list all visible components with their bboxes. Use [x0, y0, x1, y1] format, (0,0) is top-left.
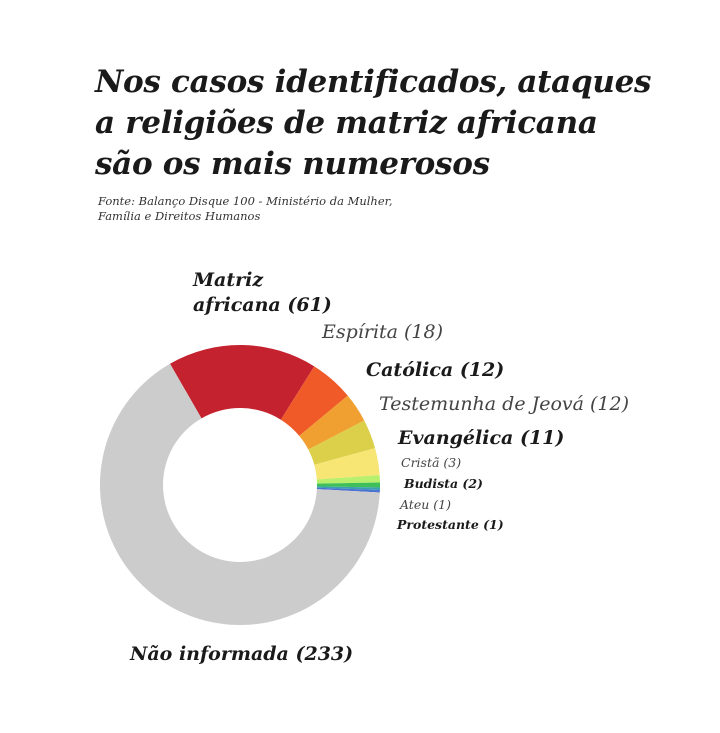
source-note: Fonte: Balanço Disque 100 - Ministério d… [98, 194, 393, 223]
slice-protestante [316, 487, 380, 493]
slice-testemunha-de-jeova [308, 420, 376, 465]
slice-crista [316, 475, 380, 484]
label-catolica: Católica (12) [366, 359, 505, 381]
slice-matriz-africana [170, 345, 315, 420]
slice-budista [316, 482, 380, 488]
label-protestante: Protestante (1) [397, 517, 504, 532]
label-espirita: Espírita (18) [322, 321, 444, 343]
slice-evangelica [314, 448, 380, 480]
label-evangelica: Evangélica (11) [398, 427, 565, 449]
slice-nao-informada [100, 363, 380, 626]
label-nao-informada: Não informada (233) [130, 643, 354, 665]
label-matriz-line2: africana (61) [193, 294, 332, 316]
label-budista: Budista (2) [404, 476, 483, 491]
label-matriz-africana: Matriz africana (61) [193, 268, 332, 318]
label-crista: Cristã (3) [401, 455, 462, 470]
slice-espirita [280, 366, 348, 436]
label-matriz-line1: Matriz [193, 269, 264, 291]
slice-ateu [316, 486, 380, 490]
label-ateu: Ateu (1) [400, 497, 451, 512]
slice-catolica [299, 395, 365, 450]
label-testemunha: Testemunha de Jeová (12) [379, 393, 630, 415]
chart-title: Nos casos identificados, ataques a relig… [95, 64, 652, 182]
